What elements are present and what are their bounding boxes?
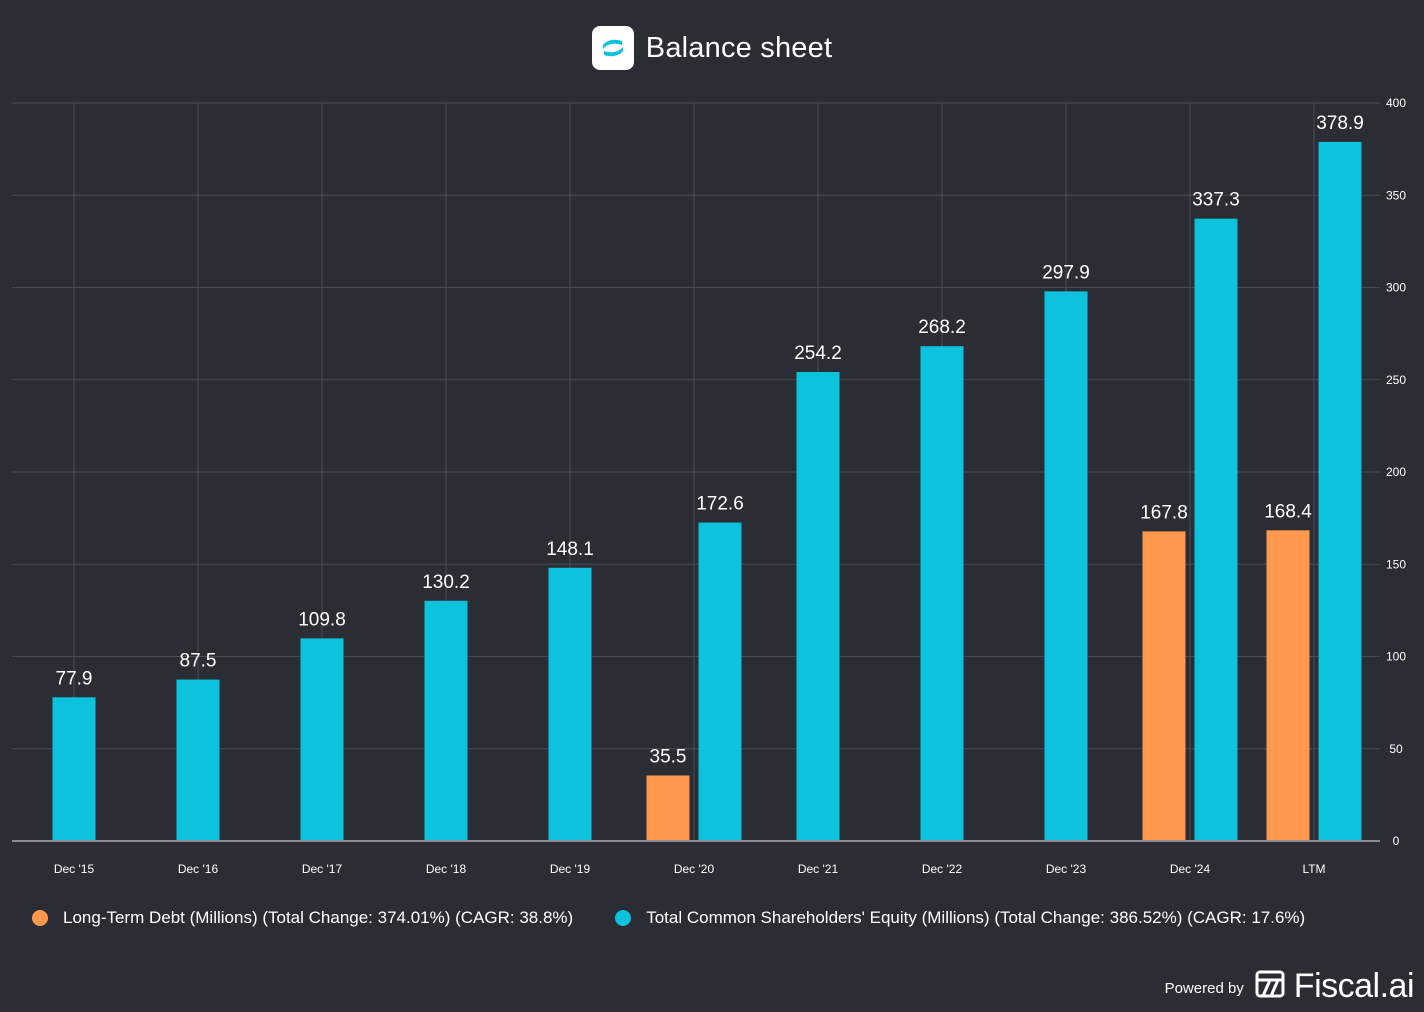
debt-data-label: 35.5: [650, 747, 687, 768]
equity-data-label: 378.9: [1316, 113, 1364, 134]
x-tick-label: Dec '24: [1170, 862, 1211, 876]
x-tick-label: Dec '18: [426, 862, 467, 876]
legend-label-debt: Long-Term Debt (Millions) (Total Change:…: [63, 908, 574, 927]
debt-data-label: 167.8: [1140, 502, 1188, 523]
equity-bar: [1044, 291, 1088, 841]
x-tick-label: Dec '17: [302, 862, 343, 876]
equity-data-label: 172.6: [696, 494, 744, 515]
y-tick-label: 0: [1393, 834, 1400, 848]
equity-data-label: 109.8: [298, 609, 346, 630]
y-tick-label: 100: [1386, 650, 1406, 664]
debt-bar: [1266, 530, 1310, 841]
equity-bar: [796, 372, 840, 841]
equity-bar: [698, 522, 742, 841]
x-tick-label: Dec '19: [550, 862, 591, 876]
y-tick-label: 150: [1386, 557, 1406, 571]
equity-bar: [424, 600, 468, 841]
equity-data-label: 87.5: [180, 651, 217, 672]
legend-item-debt[interactable]: Long-Term Debt (Millions) (Total Change:…: [32, 908, 573, 928]
equity-bar: [548, 567, 592, 841]
equity-bar: [1194, 218, 1238, 841]
equity-bar: [920, 346, 964, 841]
chart-legend: Long-Term Debt (Millions) (Total Change:…: [32, 908, 1412, 928]
legend-dot-debt: [32, 910, 48, 926]
y-tick-label: 250: [1386, 373, 1406, 387]
equity-bar: [300, 638, 344, 841]
x-tick-label: Dec '16: [178, 862, 219, 876]
equity-bar: [52, 697, 96, 841]
brand-name[interactable]: Fiscal.ai: [1293, 967, 1415, 1005]
equity-bar: [1318, 141, 1362, 841]
y-tick-label: 350: [1386, 188, 1406, 202]
y-tick-label: 200: [1386, 465, 1406, 479]
debt-data-label: 168.4: [1264, 501, 1312, 522]
x-tick-label: Dec '20: [674, 862, 715, 876]
chart-header: Balance sheet: [0, 26, 1424, 70]
x-tick-label: LTM: [1302, 862, 1325, 876]
x-tick-label: Dec '22: [922, 862, 963, 876]
x-tick-label: Dec '15: [54, 862, 95, 876]
fiscal-brand-icon: [1254, 969, 1288, 1004]
equity-bar: [176, 679, 220, 841]
equity-data-label: 77.9: [56, 668, 93, 689]
equity-data-label: 254.2: [794, 343, 842, 364]
y-tick-label: 300: [1386, 281, 1406, 295]
y-tick-label: 400: [1386, 96, 1406, 110]
footer: Powered by Fiscal.ai: [1164, 967, 1415, 1006]
x-tick-label: Dec '23: [1046, 862, 1087, 876]
powered-by-text: Powered by: [1164, 980, 1244, 997]
equity-data-label: 297.9: [1042, 262, 1090, 283]
debt-bar: [1142, 531, 1186, 841]
equity-data-label: 337.3: [1192, 190, 1240, 211]
legend-label-equity: Total Common Shareholders' Equity (Milli…: [646, 908, 1306, 927]
legend-dot-equity: [615, 910, 632, 926]
debt-bar: [646, 775, 690, 841]
equity-data-label: 148.1: [546, 539, 594, 560]
chart-title: Balance sheet: [645, 31, 833, 64]
y-tick-label: 50: [1389, 742, 1403, 756]
equity-data-label: 130.2: [422, 572, 470, 593]
legend-item-equity[interactable]: Total Common Shareholders' Equity (Milli…: [615, 908, 1305, 928]
fiscal-logo-icon: [591, 26, 634, 70]
x-tick-label: Dec '21: [798, 862, 839, 876]
equity-data-label: 268.2: [918, 317, 966, 338]
